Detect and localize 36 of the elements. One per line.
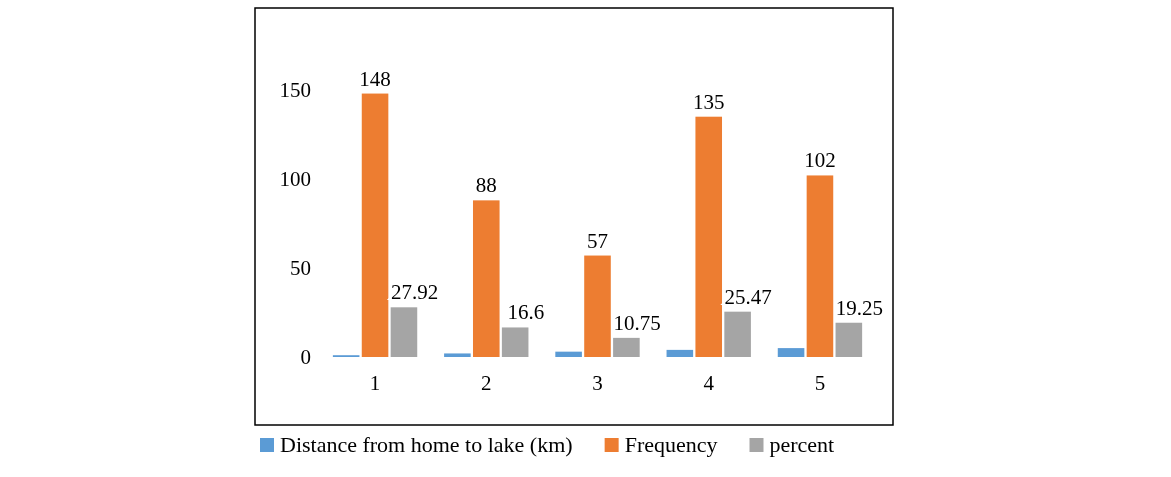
y-tick-label: 0 (300, 345, 311, 370)
data-label: 88 (475, 173, 497, 198)
bar (806, 175, 834, 357)
bar (835, 322, 863, 357)
y-tick-label: 50 (290, 256, 311, 281)
data-label: 148 (359, 66, 391, 91)
data-label: 16.6 (507, 300, 545, 325)
x-tick-label: 4 (703, 370, 715, 395)
y-tick-label: 100 (279, 167, 311, 192)
bar (777, 348, 805, 357)
bar (472, 200, 500, 357)
bar (666, 349, 694, 357)
data-label: 19.25 (835, 295, 884, 320)
x-tick-label: 3 (592, 370, 603, 395)
legend-label: Distance from home to lake (km) (280, 432, 573, 457)
y-tick-label: 150 (279, 78, 311, 103)
bar (724, 311, 751, 357)
bar (361, 93, 389, 357)
bar (555, 351, 582, 357)
bar (390, 307, 418, 357)
bar (444, 353, 471, 357)
x-tick-label: 5 (814, 370, 826, 395)
data-label: 102 (804, 148, 836, 173)
bar (501, 327, 529, 357)
legend-label: percent (769, 432, 835, 457)
data-label: 27.92 (390, 280, 439, 305)
bar (613, 337, 640, 357)
legend-label: Frequency (624, 432, 718, 457)
x-tick-label: 1 (369, 370, 381, 395)
data-label: 10.75 (613, 310, 661, 335)
bar (584, 255, 611, 357)
bar (695, 116, 723, 357)
x-tick-label: 2 (481, 370, 492, 395)
data-label: 25.47 (724, 284, 772, 309)
data-label: 57 (587, 228, 608, 253)
data-label: 135 (692, 89, 725, 114)
